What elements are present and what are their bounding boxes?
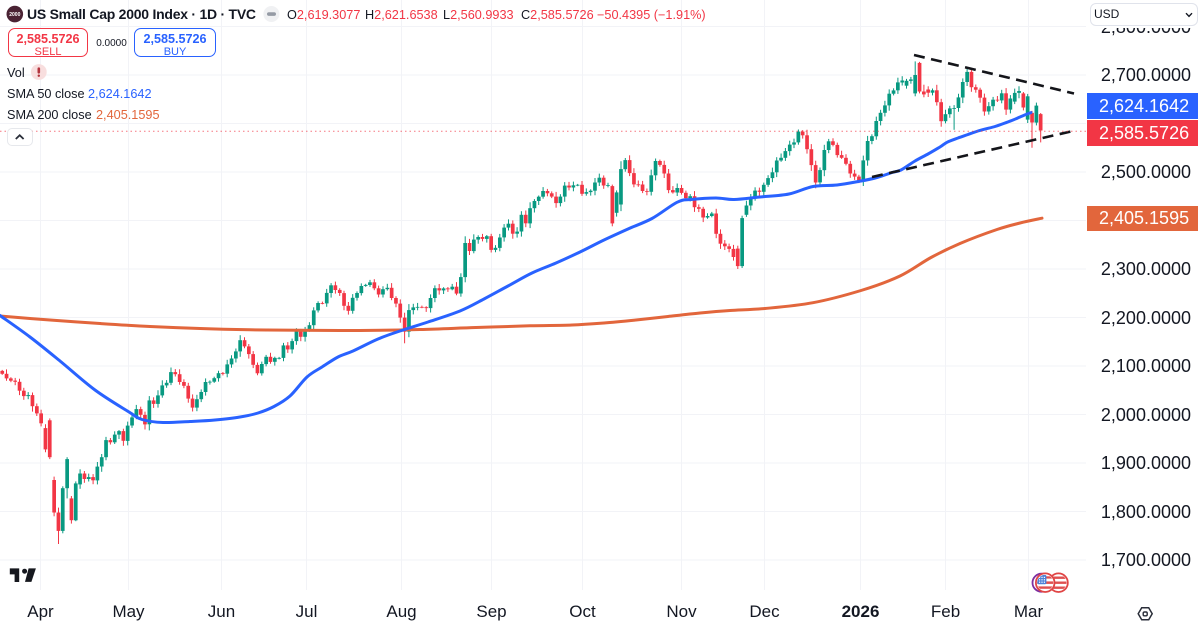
svg-text:2000: 2000 [9, 12, 20, 18]
